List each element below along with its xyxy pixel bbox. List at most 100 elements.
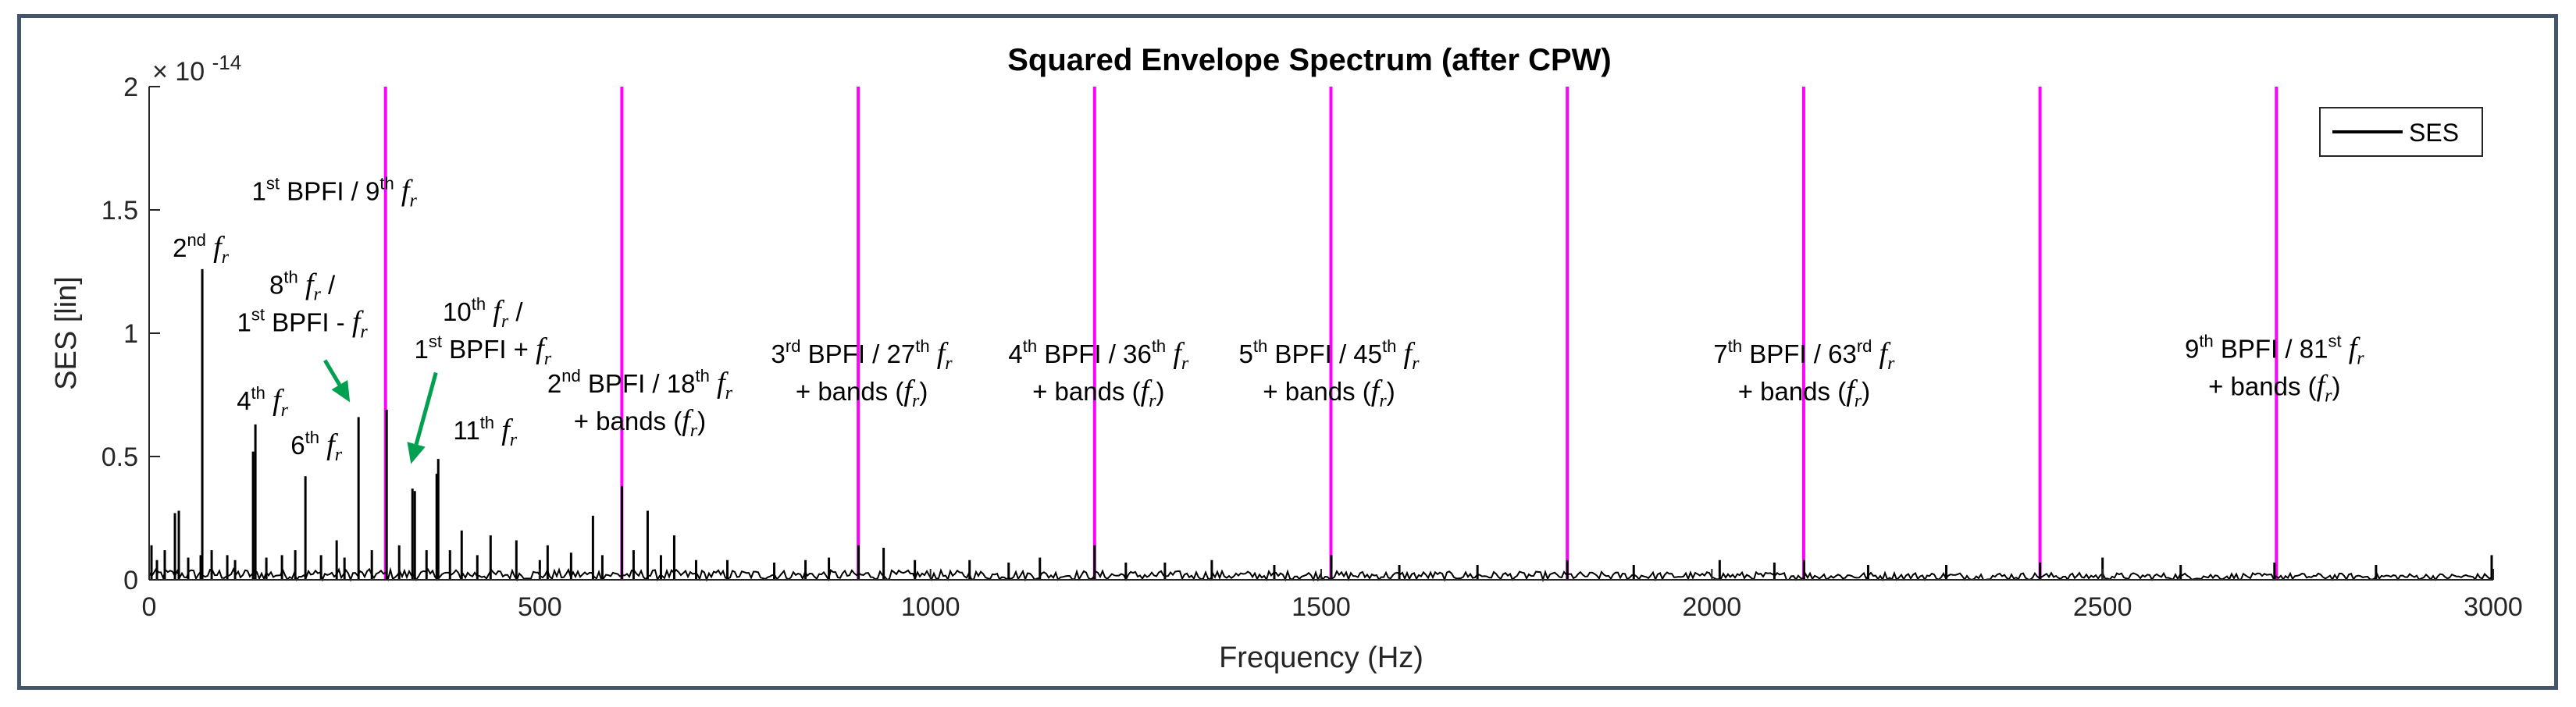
ses-series: [150, 268, 2493, 580]
annotation-text: [298, 270, 305, 299]
annotation-13: 9th BPFI / 81st fr+ bands (fr): [2185, 332, 2364, 407]
annotation-9: 3rd BPFI / 27th fr+ bands (fr): [771, 336, 953, 411]
annotation-text: 9: [2185, 335, 2199, 364]
annotation-text: th: [379, 173, 394, 193]
annotation-text: th: [695, 366, 709, 385]
annotation-text: ): [919, 377, 928, 406]
annotation-text: [1872, 339, 1879, 368]
annotation-text: th: [251, 383, 265, 403]
annotation-text: th: [1152, 336, 1166, 356]
annotation-text: 5: [1239, 339, 1253, 368]
annotation-text: 1: [237, 307, 251, 336]
annotation-text: [265, 386, 273, 415]
annotation-11: 5th BPFI / 45th fr+ bands (fr): [1239, 336, 1420, 411]
x-axis-label: Frequency (Hz): [1219, 641, 1423, 674]
x-tick-label-2500: 2500: [2073, 592, 2132, 622]
annotation-text: r: [912, 391, 920, 411]
annotation-text: st: [266, 173, 280, 193]
annotation-text: r: [409, 190, 417, 211]
annotation-text: ): [2332, 372, 2341, 401]
legend-entry-ses: SES: [2409, 119, 2459, 147]
y-tick-label-2: 2: [123, 73, 138, 102]
annotation-11-line-1: 5th BPFI / 45th fr: [1239, 336, 1420, 374]
y-tick-label-0: 0: [123, 566, 138, 595]
annotation-text: [394, 176, 401, 205]
y-axis-label: SES [lin]: [50, 276, 83, 390]
annotation-text: /: [508, 297, 523, 326]
annotation-9-line-1: 3rd BPFI / 27th fr: [771, 336, 953, 374]
annotation-4-line-2: 1st BPFI + fr: [415, 332, 552, 369]
annotation-text: [494, 416, 501, 445]
annotation-4: 10th fr /1st BPFI + fr: [415, 294, 552, 369]
annotation-text: /: [321, 270, 336, 299]
chart-title: Squared Envelope Spectrum (after CPW): [1007, 43, 1611, 77]
arrow-2-head: [407, 442, 426, 464]
annotation-8: 2nd BPFI / 18th fr+ bands (fr): [547, 366, 733, 441]
annotation-1: 1st BPFI / 9th fr: [252, 173, 418, 211]
legend: SES: [2319, 107, 2483, 157]
annotation-text: r: [1379, 391, 1387, 411]
annotation-text: [1166, 339, 1173, 368]
annotation-text: th: [480, 413, 494, 432]
annotation-text: ): [1156, 377, 1165, 406]
annotation-text: + bands (: [1263, 377, 1371, 406]
annotation-13-line-1: 9th BPFI / 81st fr: [2185, 332, 2364, 369]
x-ticks: 0 500 1000 1500 2000 2500 3000: [142, 569, 2523, 622]
annotation-text: th: [915, 336, 929, 356]
annotation-text: r: [2357, 349, 2364, 369]
annotation-text: r: [725, 383, 733, 403]
annotation-9-line-2: + bands (fr): [796, 375, 928, 411]
annotation-text: th: [472, 294, 486, 314]
annotation-text: [206, 233, 213, 262]
annotation-text: [1396, 339, 1403, 368]
annotation-text: BPFI / 63: [1742, 339, 1857, 368]
annotation-text: [2342, 335, 2349, 364]
annotation-text: rd: [1857, 336, 1872, 356]
annotation-text: th: [2199, 332, 2213, 351]
annotation-11-line-2: + bands (fr): [1263, 375, 1395, 411]
annotation-8-line-2: + bands (fr): [574, 404, 706, 441]
annotation-text: r: [544, 349, 552, 369]
annotation-text: th: [1728, 336, 1742, 356]
annotation-text: 4: [237, 386, 251, 415]
x-tick-label-1000: 1000: [901, 592, 960, 622]
annotation-text: [930, 339, 937, 368]
annotation-text: st: [2328, 332, 2341, 351]
annotation-text: 2: [547, 369, 561, 398]
annotation-text: BPFI / 81: [2214, 335, 2328, 364]
annotation-text: th: [1382, 336, 1396, 356]
annotation-arrows: [323, 359, 438, 464]
annotation-3-line-1: 8th fr /: [269, 267, 336, 304]
annotation-text: r: [1149, 391, 1156, 411]
annotation-text: 2: [173, 233, 187, 262]
chart-frame: Squared Envelope Spectrum (after CPW) × …: [17, 14, 2558, 690]
annotation-text: + bands (: [1738, 377, 1847, 406]
annotation-text: + bands (: [2208, 372, 2317, 401]
annotation-text: 1: [252, 176, 266, 205]
annotation-text: th: [1023, 336, 1037, 356]
annotation-text: r: [281, 400, 289, 421]
annotation-text: 1: [415, 335, 429, 364]
y-tick-label-0.5: 0.5: [102, 442, 138, 472]
arrow-1-head: [331, 380, 351, 403]
annotation-text: BPFI / 18: [581, 369, 696, 398]
annotation-text: r: [1412, 354, 1420, 374]
annotation-text: [486, 297, 493, 326]
annotation-text: BPFI / 27: [800, 339, 915, 368]
annotation-text: 4: [1008, 339, 1022, 368]
y-ticks: 0 0.5 1 1.5 2: [102, 73, 160, 595]
annotation-text: r: [222, 247, 230, 268]
x-tick-label-3000: 3000: [2464, 592, 2523, 622]
annotation-6-line-1: 6th fr: [290, 428, 342, 465]
annotation-text: + bands (: [796, 377, 904, 406]
annotation-text: BPFI -: [265, 307, 352, 336]
y-tick-label-1.5: 1.5: [102, 196, 138, 226]
annotation-text: r: [945, 354, 953, 374]
annotation-text: [319, 431, 326, 460]
annotation-text: BPFI / 45: [1267, 339, 1382, 368]
annotation-text: th: [305, 428, 319, 447]
annotation-text: ): [1862, 377, 1870, 406]
x-tick-label-500: 500: [518, 592, 562, 622]
annotation-text: r: [1181, 354, 1189, 374]
